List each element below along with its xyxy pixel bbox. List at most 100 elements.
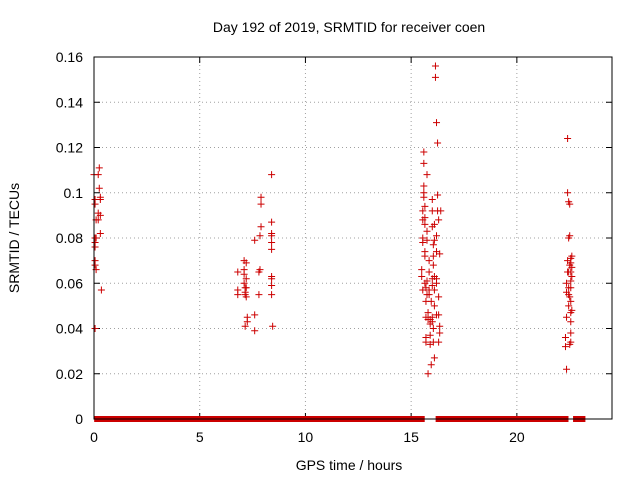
data-point	[433, 279, 441, 287]
data-point	[563, 365, 571, 373]
data-point	[425, 291, 433, 299]
data-point	[430, 286, 438, 294]
y-tick-label: 0.12	[56, 140, 83, 156]
y-tick-label: 0	[75, 411, 83, 427]
data-point	[241, 322, 249, 330]
y-axis-ticks: 0 0.02 0.04 0.06 0.08 0.1 0.12 0.14 0.16	[56, 49, 612, 427]
data-point	[431, 62, 439, 70]
data-point	[242, 275, 250, 283]
x-tick-label: 0	[90, 429, 98, 445]
data-point	[568, 272, 576, 280]
data-point	[429, 252, 437, 260]
data-point	[257, 223, 265, 231]
data-point	[94, 171, 102, 179]
data-point	[429, 261, 437, 269]
data-point	[561, 334, 569, 342]
data-point	[419, 239, 427, 247]
data-point	[426, 331, 434, 339]
data-point	[428, 196, 436, 204]
data-point	[435, 216, 443, 224]
data-point	[436, 329, 444, 337]
data-point	[96, 229, 104, 237]
data-point	[418, 272, 426, 280]
data-point	[97, 286, 105, 294]
data-point	[436, 322, 444, 330]
data-point	[566, 293, 574, 301]
data-point	[95, 164, 103, 172]
data-point	[421, 202, 429, 210]
x-axis-ticks: 0 5 10 15 20	[90, 57, 525, 445]
data-point	[425, 257, 433, 265]
data-point	[420, 148, 428, 156]
data-point	[564, 134, 572, 142]
data-point	[420, 182, 428, 190]
data-point	[421, 220, 429, 228]
data-point	[429, 241, 437, 249]
y-tick-label: 0.06	[56, 275, 83, 291]
data-point	[563, 279, 571, 287]
data-point	[430, 354, 438, 362]
plot-frame	[93, 56, 613, 420]
data-point	[422, 338, 430, 346]
data-point	[430, 220, 438, 228]
x-tick-label: 10	[298, 429, 314, 445]
data-point	[95, 184, 103, 192]
data-point	[268, 171, 276, 179]
data-point	[434, 191, 442, 199]
chart-title: Day 192 of 2019, SRMTID for receiver coe…	[213, 19, 485, 35]
data-point	[257, 200, 265, 208]
data-point	[567, 277, 575, 285]
data-point	[567, 338, 575, 346]
data-point	[91, 243, 99, 251]
data-point	[234, 268, 242, 276]
data-point	[567, 318, 575, 326]
data-point	[430, 236, 438, 244]
data-point	[268, 291, 276, 299]
data-point	[427, 361, 435, 369]
data-point	[251, 311, 259, 319]
data-point	[564, 189, 572, 197]
data-point	[243, 318, 251, 326]
data-point	[565, 302, 573, 310]
data-point	[430, 302, 438, 310]
data-point	[424, 309, 432, 317]
data-point	[94, 216, 102, 224]
data-point	[269, 322, 277, 330]
data-point	[568, 252, 576, 260]
data-point	[567, 268, 575, 276]
data-point	[268, 218, 276, 226]
data-point	[433, 119, 441, 127]
data-point	[418, 266, 426, 274]
data-point	[257, 193, 265, 201]
data-point	[437, 207, 445, 215]
data-point	[268, 232, 276, 240]
data-points	[90, 62, 586, 422]
data-point	[251, 236, 259, 244]
data-point	[91, 200, 99, 208]
y-tick-label: 0.02	[56, 366, 83, 382]
data-point	[423, 227, 431, 235]
y-tick-label: 0.14	[56, 94, 83, 110]
data-point	[563, 313, 571, 321]
data-point	[91, 261, 99, 269]
data-point	[420, 193, 428, 201]
data-point	[255, 291, 263, 299]
data-point	[419, 207, 427, 215]
data-point	[435, 293, 443, 301]
data-point	[251, 327, 259, 335]
x-tick-label: 20	[509, 429, 525, 445]
data-point	[268, 275, 276, 283]
y-tick-label: 0.16	[56, 49, 83, 65]
data-point	[567, 329, 575, 337]
y-tick-label: 0.08	[56, 230, 83, 246]
x-tick-label: 15	[403, 429, 419, 445]
data-point	[268, 245, 276, 253]
data-point	[428, 318, 436, 326]
data-point	[268, 282, 276, 290]
data-point	[567, 297, 575, 305]
data-point	[91, 325, 99, 332]
data-point	[436, 250, 444, 258]
data-point	[567, 284, 575, 292]
data-point	[435, 311, 443, 319]
